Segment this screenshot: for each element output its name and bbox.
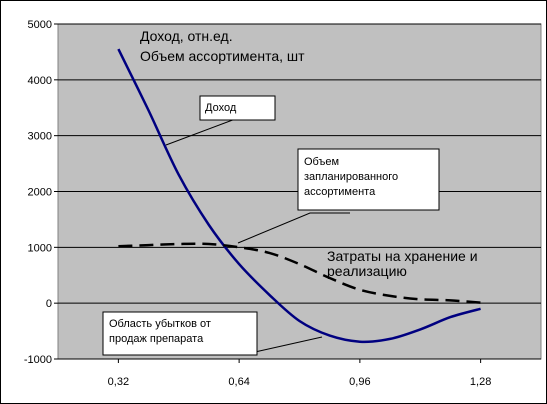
callout-loss-text-2: продаж препарата <box>109 333 204 345</box>
x-tick-label: 0,64 <box>228 376 249 388</box>
callout-loss-box <box>102 311 258 356</box>
callout-income-leader <box>165 117 239 146</box>
callout-planned-box <box>297 148 440 211</box>
callout-planned-text-1: Объем <box>304 156 339 168</box>
y-tick-labels: 5000 4000 3000 2000 1000 0 -1000 <box>24 19 58 366</box>
x-tick-label: 0,96 <box>349 376 370 388</box>
callout-income-text: Доход <box>205 102 237 114</box>
x-tick-labels: 0,32 0,64 0,96 1,28 <box>108 359 491 388</box>
callout-planned-leader <box>237 212 350 244</box>
cost-label-line2: реализацию <box>327 263 407 279</box>
y-tick-label: 1000 <box>28 242 52 254</box>
cost-label-line1: Затраты на хранение и <box>327 248 478 264</box>
y-tick-label: 3000 <box>28 131 52 143</box>
y-tick-label: 0 <box>46 298 52 310</box>
axis-caption-line1: Доход, отн.ед. <box>140 28 233 44</box>
grid <box>58 23 541 360</box>
callout-planned-text-2: запланированного <box>304 171 398 183</box>
callout-loss-leader <box>254 336 323 353</box>
axis-caption-line2: Объем ассортимента, шт <box>140 48 305 64</box>
y-tick-label: 2000 <box>28 187 52 199</box>
x-tick-label: 0,32 <box>108 376 129 388</box>
callout-planned-text-3: ассортимента <box>304 186 376 198</box>
x-tick-label: 1,28 <box>470 376 491 388</box>
callout-income-box <box>199 95 276 121</box>
y-tick-label: 5000 <box>28 19 52 31</box>
y-tick-label: -1000 <box>24 354 52 366</box>
y-tick-label: 4000 <box>28 75 52 87</box>
callout-loss-text-1: Область убытков от <box>109 318 211 330</box>
series-line-income <box>117 48 481 344</box>
series-group <box>117 48 481 344</box>
